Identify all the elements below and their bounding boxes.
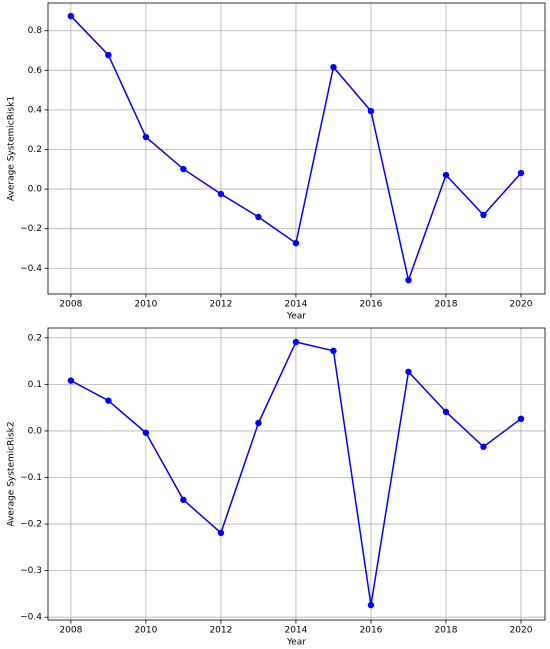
data-point	[480, 443, 487, 450]
y-tick-label: −0.1	[20, 473, 42, 483]
data-point	[67, 377, 75, 384]
data-point	[330, 347, 337, 355]
data-point	[105, 397, 112, 404]
y-tick-label: 0.1	[28, 380, 42, 390]
data-point	[517, 169, 525, 177]
data-point	[480, 211, 487, 219]
data-point	[217, 190, 225, 198]
x-tick-label: 2020	[510, 300, 533, 310]
plot-frame	[47, 2, 546, 295]
x-tick-label: 2012	[209, 626, 232, 636]
y-tick-label: 0.8	[28, 26, 43, 36]
y-tick-label: −0.3	[20, 566, 42, 576]
y-tick-label: −0.2	[20, 520, 42, 530]
data-point	[255, 213, 262, 221]
x-tick-label: 2012	[209, 300, 232, 310]
data-point	[105, 51, 112, 59]
data-point	[367, 601, 375, 609]
x-tick-label: 2018	[435, 626, 458, 636]
x-tick-label: 2016	[360, 626, 383, 636]
y-axis-label: Average SystemicRisk1	[7, 96, 17, 201]
data-point	[442, 171, 450, 179]
data-point	[180, 165, 187, 173]
y-tick-label: 0.2	[28, 145, 42, 155]
y-tick-label: 0.0	[28, 426, 43, 436]
data-point	[367, 107, 375, 115]
data-point	[217, 529, 225, 537]
x-tick-label: 2010	[134, 300, 157, 310]
data-point	[292, 338, 300, 346]
y-tick-label: −0.2	[20, 224, 42, 234]
data-point	[255, 419, 262, 427]
data-point	[180, 496, 187, 504]
x-axis-label: Year	[286, 638, 306, 648]
data-point	[142, 133, 150, 141]
data-point	[405, 276, 412, 284]
data-point	[67, 12, 75, 20]
y-tick-label: 0.6	[28, 66, 43, 76]
data-point	[442, 408, 450, 416]
y-tick-label: −0.4	[20, 613, 42, 623]
data-point	[405, 368, 412, 375]
x-tick-label: 2018	[435, 300, 458, 310]
y-axis-label: Average SystemicRisk2	[7, 421, 17, 526]
x-tick-label: 2008	[59, 626, 82, 636]
x-axis-label: Year	[286, 312, 306, 322]
data-point	[142, 429, 150, 436]
x-tick-label: 2008	[59, 300, 82, 310]
x-tick-label: 2020	[510, 626, 533, 636]
y-tick-label: 0.2	[28, 333, 42, 343]
x-tick-label: 2010	[134, 626, 157, 636]
data-point	[292, 239, 300, 247]
x-tick-label: 2016	[360, 300, 383, 310]
y-tick-label: −0.4	[20, 264, 42, 274]
data-point	[517, 415, 525, 423]
y-tick-label: 0.4	[28, 105, 43, 115]
x-tick-label: 2014	[284, 300, 307, 310]
y-tick-label: 0.0	[28, 185, 43, 195]
plot-frame	[47, 327, 546, 621]
x-tick-label: 2014	[284, 626, 307, 636]
data-point	[330, 63, 337, 71]
